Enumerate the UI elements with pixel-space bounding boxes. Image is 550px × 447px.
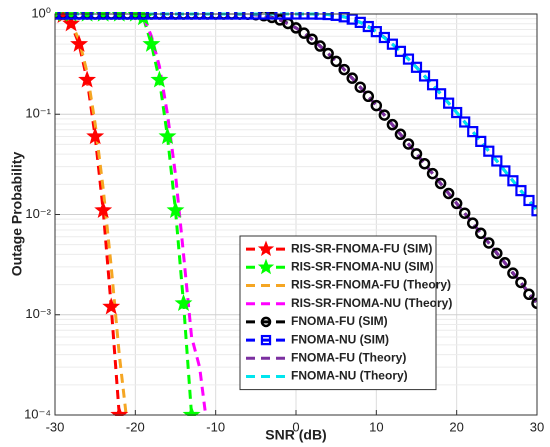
circle-marker <box>402 138 415 150</box>
circle-marker <box>499 257 511 269</box>
y-tick-label: 10⁻⁴ <box>24 406 51 421</box>
legend: RIS-SR-FNOMA-FU (SIM) RIS-SR-FNOMA-NU (SI… <box>239 235 452 391</box>
legend-label: FNOMA-NU (Theory) <box>291 369 408 383</box>
square-marker <box>451 106 463 119</box>
circle-marker <box>394 128 407 141</box>
star-marker <box>166 201 185 218</box>
circle-marker <box>515 276 527 289</box>
circle-marker <box>507 267 519 279</box>
y-axis-label: Outage Probability <box>9 152 25 277</box>
legend-box <box>239 235 437 391</box>
circle-marker <box>458 207 471 219</box>
x-tick-label: -10 <box>206 419 225 434</box>
circle-marker <box>378 109 391 121</box>
square-marker <box>426 79 439 91</box>
star-marker <box>158 127 177 145</box>
square-marker <box>394 45 407 57</box>
circle-marker <box>523 288 535 301</box>
x-tick-label: 10 <box>369 419 383 434</box>
circle-marker <box>346 72 358 84</box>
star-marker <box>257 258 275 275</box>
y-tick-label: 10⁻³ <box>25 306 51 321</box>
circle-marker <box>410 148 423 160</box>
star-marker <box>257 240 275 257</box>
legend-label: FNOMA-NU (SIM) <box>291 332 389 346</box>
x-tick-label: 20 <box>449 419 463 434</box>
legend-label: RIS-SR-FNOMA-FU (SIM) <box>291 241 432 255</box>
legend-label: RIS-SR-FNOMA-FU (Theory) <box>291 278 451 292</box>
square-marker <box>483 145 495 157</box>
circle-marker <box>426 167 439 180</box>
square-marker <box>459 116 471 128</box>
square-marker <box>467 126 479 138</box>
square-marker <box>531 205 537 217</box>
square-marker <box>507 175 519 187</box>
legend-label: FNOMA-FU (Theory) <box>291 350 406 364</box>
x-axis-label: SNR (dB) <box>265 427 326 443</box>
square-marker <box>515 185 527 197</box>
circle-marker <box>483 237 495 249</box>
legend-label: RIS-SR-FNOMA-NU (SIM) <box>291 259 434 273</box>
star-marker <box>94 201 113 218</box>
circle-marker <box>531 297 537 310</box>
star-marker <box>182 405 201 416</box>
circle-marker <box>338 63 350 76</box>
series-line <box>55 12 128 416</box>
square-marker <box>402 53 415 65</box>
circle-marker <box>322 47 334 60</box>
circle-marker <box>306 33 318 45</box>
square-marker <box>435 88 447 100</box>
circle-marker <box>491 247 503 260</box>
square-marker <box>260 334 272 346</box>
star-marker <box>142 34 161 52</box>
square-marker <box>523 194 535 207</box>
y-tick-label: 10⁰ <box>31 5 51 20</box>
x-tick-label: -20 <box>126 419 145 434</box>
square-marker <box>443 97 455 109</box>
square-marker <box>475 135 487 148</box>
circle-marker <box>260 316 272 328</box>
circle-marker <box>362 90 375 103</box>
y-tick-label: 10⁻¹ <box>25 106 51 121</box>
circle-marker <box>418 157 431 170</box>
series-line <box>55 12 537 212</box>
square-marker <box>386 38 398 50</box>
y-tick-label: 10⁻² <box>25 206 51 221</box>
x-tick-label: 0 <box>292 419 299 434</box>
circle-marker <box>354 81 367 93</box>
circle-marker <box>434 177 447 190</box>
star-marker <box>86 127 105 145</box>
star-marker <box>102 297 121 315</box>
square-marker <box>418 70 431 82</box>
star-marker <box>174 293 193 311</box>
circle-marker <box>298 27 310 39</box>
star-marker <box>78 70 97 88</box>
series-line <box>55 12 208 416</box>
square-marker <box>491 155 503 167</box>
circle-marker <box>386 118 399 131</box>
x-tick-label: 30 <box>530 419 544 434</box>
square-marker <box>410 61 423 73</box>
star-marker <box>70 34 89 52</box>
star-marker <box>110 405 129 416</box>
x-tick-label: -30 <box>46 419 65 434</box>
circle-marker <box>314 40 326 52</box>
square-marker <box>370 26 382 38</box>
circle-marker <box>290 22 302 34</box>
circle-marker <box>330 55 342 68</box>
legend-label: FNOMA-FU (SIM) <box>291 314 388 328</box>
star-marker <box>150 70 169 88</box>
circle-marker <box>466 217 479 229</box>
square-marker <box>499 165 511 177</box>
circle-marker <box>370 99 383 112</box>
legend-label: RIS-SR-FNOMA-NU (Theory) <box>291 296 452 310</box>
square-marker <box>378 31 390 44</box>
circle-marker <box>450 197 463 210</box>
circle-marker <box>475 227 487 240</box>
star-marker <box>62 14 81 32</box>
circle-marker <box>442 187 455 200</box>
